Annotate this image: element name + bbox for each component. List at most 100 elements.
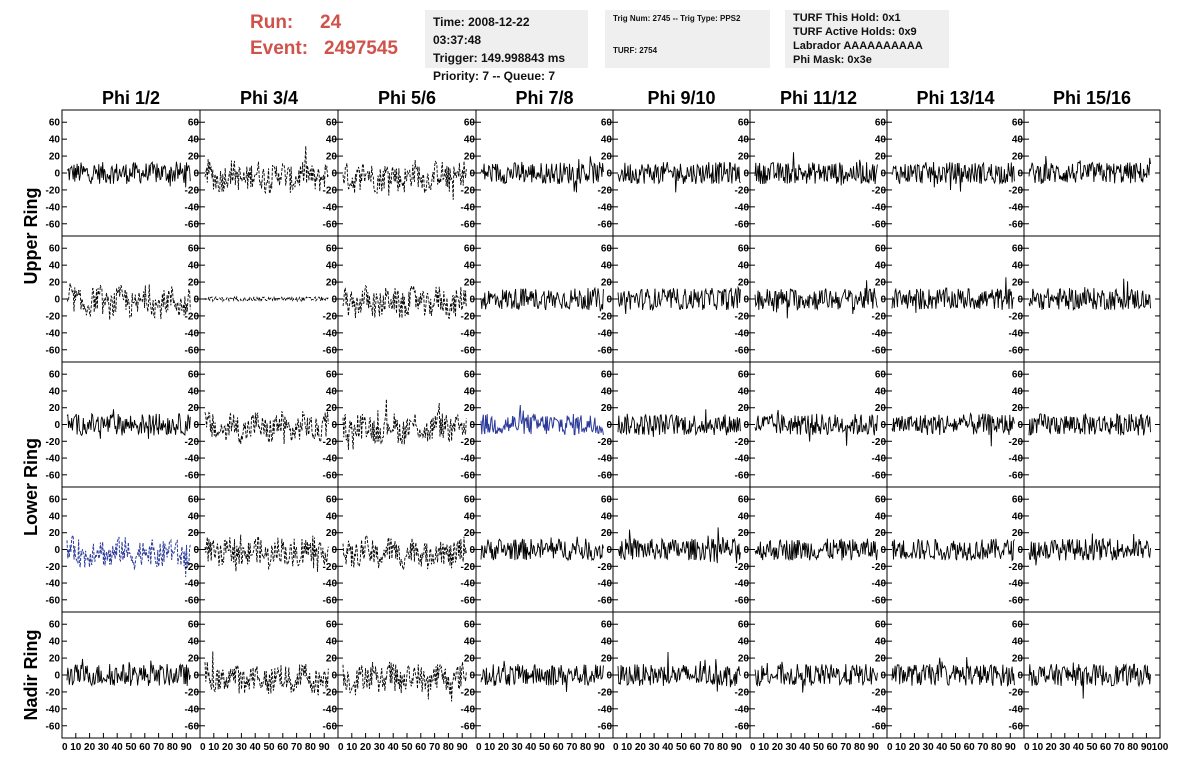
y-tick-label: 60 [49, 244, 61, 255]
x-tick-label: 0 [476, 742, 482, 753]
x-tick-label: 50 [401, 742, 413, 753]
x-tick-label: 20 [360, 742, 372, 753]
y-tick-label: 0 [743, 169, 749, 180]
x-tick-label: 10 [70, 742, 82, 753]
x-tick-label: 70 [703, 742, 715, 753]
x-tick-label: 40 [388, 742, 400, 753]
ring-label: Lower Ring [21, 438, 41, 536]
y-tick-label: -40 [323, 202, 338, 213]
x-tick-label: 20 [84, 742, 96, 753]
y-tick-label: 40 [49, 637, 61, 648]
y-tick-label: 60 [738, 118, 750, 129]
y-tick-label: -40 [461, 704, 476, 715]
y-tick-label: -60 [46, 345, 61, 356]
y-tick-label: 0 [880, 545, 886, 556]
y-tick-label: -60 [461, 345, 476, 356]
x-tick-label: 80 [167, 742, 179, 753]
y-tick-label: -40 [872, 202, 887, 213]
y-tick-label: -60 [1009, 470, 1024, 481]
y-tick-label: -60 [598, 721, 613, 732]
x-tick-label: 80 [305, 742, 317, 753]
y-tick-label: 20 [464, 403, 476, 414]
x-tick-label: 20 [498, 742, 510, 753]
waveform-trace [66, 161, 191, 188]
turf-this-hold-text: TURF This Hold: 0x1 [793, 12, 901, 24]
y-tick-label: -60 [1009, 219, 1024, 230]
x-tick-label: 60 [964, 742, 976, 753]
x-tick-label: 10 [1032, 742, 1044, 753]
x-tick-label: 80 [717, 742, 729, 753]
x-tick-label: 30 [649, 742, 661, 753]
y-tick-label: -40 [1009, 704, 1024, 715]
y-tick-label: -60 [185, 595, 200, 606]
waveform-trace [891, 538, 1015, 562]
y-tick-label: -20 [185, 185, 200, 196]
waveform-trace [204, 651, 329, 696]
y-tick-label: -40 [46, 454, 61, 465]
y-tick-label: -60 [872, 721, 887, 732]
y-tick-label: -60 [735, 219, 750, 230]
x-tick-label: 70 [840, 742, 852, 753]
y-tick-label: 20 [1012, 152, 1024, 163]
y-tick-label: 60 [1012, 118, 1024, 129]
y-tick-label: -60 [598, 219, 613, 230]
y-tick-label: -40 [185, 202, 200, 213]
y-tick-label: -60 [1009, 595, 1024, 606]
y-tick-label: -20 [461, 311, 476, 322]
y-tick-label: 60 [188, 118, 200, 129]
x-tick-label: 60 [277, 742, 289, 753]
waveform-trace [1028, 533, 1151, 566]
x-tick-label: 90 [1141, 742, 1153, 753]
y-tick-label: 40 [601, 637, 613, 648]
x-tick-label: 40 [936, 742, 948, 753]
waveform-trace [480, 536, 604, 562]
x-tick-label: 80 [854, 742, 866, 753]
y-tick-label: 20 [1012, 528, 1024, 539]
x-tick-label: 20 [772, 742, 784, 753]
y-tick-label: 40 [875, 637, 887, 648]
y-tick-label: 40 [601, 511, 613, 522]
y-tick-label: 20 [738, 152, 750, 163]
waveform-trace [1028, 662, 1151, 699]
y-tick-label: 60 [464, 620, 476, 631]
y-tick-label: -20 [323, 687, 338, 698]
y-tick-label: 0 [193, 545, 199, 556]
y-tick-label: 20 [49, 528, 61, 539]
x-tick-label: 40 [112, 742, 124, 753]
y-tick-label: 60 [49, 118, 61, 129]
y-tick-label: -60 [735, 595, 750, 606]
x-tick-label: 50 [950, 742, 962, 753]
run-row: Run: 24 [250, 10, 398, 36]
y-tick-label: -40 [598, 202, 613, 213]
y-tick-label: -40 [46, 202, 61, 213]
turf-num-text: TURF: 2754 [613, 46, 658, 55]
x-tick-label: 70 [566, 742, 578, 753]
y-tick-label: -20 [598, 185, 613, 196]
waveform-trace [891, 161, 1015, 192]
x-tick-label: 0 [62, 742, 68, 753]
waveform-trace [342, 535, 467, 572]
y-tick-label: 20 [601, 528, 613, 539]
y-tick-label: 20 [49, 403, 61, 414]
x-tick-label: 30 [374, 742, 386, 753]
y-tick-label: 40 [464, 386, 476, 397]
y-tick-label: 60 [188, 370, 200, 381]
x-tick-label: 80 [443, 742, 455, 753]
y-tick-label: 40 [1012, 511, 1024, 522]
y-tick-label: -60 [461, 219, 476, 230]
y-tick-label: -20 [461, 562, 476, 573]
y-tick-label: 60 [464, 370, 476, 381]
waveform-panel [61, 235, 201, 363]
run-value: 24 [320, 12, 342, 33]
y-tick-label: 40 [464, 261, 476, 272]
y-tick-label: -20 [185, 311, 200, 322]
y-tick-label: -20 [872, 687, 887, 698]
time-text: Time: 2008-12-22 03:37:48 [433, 15, 530, 47]
y-tick-label: 0 [469, 169, 475, 180]
x-tick-label: 80 [1127, 742, 1139, 753]
waveform-trace [754, 661, 878, 693]
y-tick-label: -40 [598, 704, 613, 715]
x-tick-label: 70 [291, 742, 303, 753]
waveform-trace [754, 409, 878, 446]
waveform-trace [617, 409, 741, 437]
